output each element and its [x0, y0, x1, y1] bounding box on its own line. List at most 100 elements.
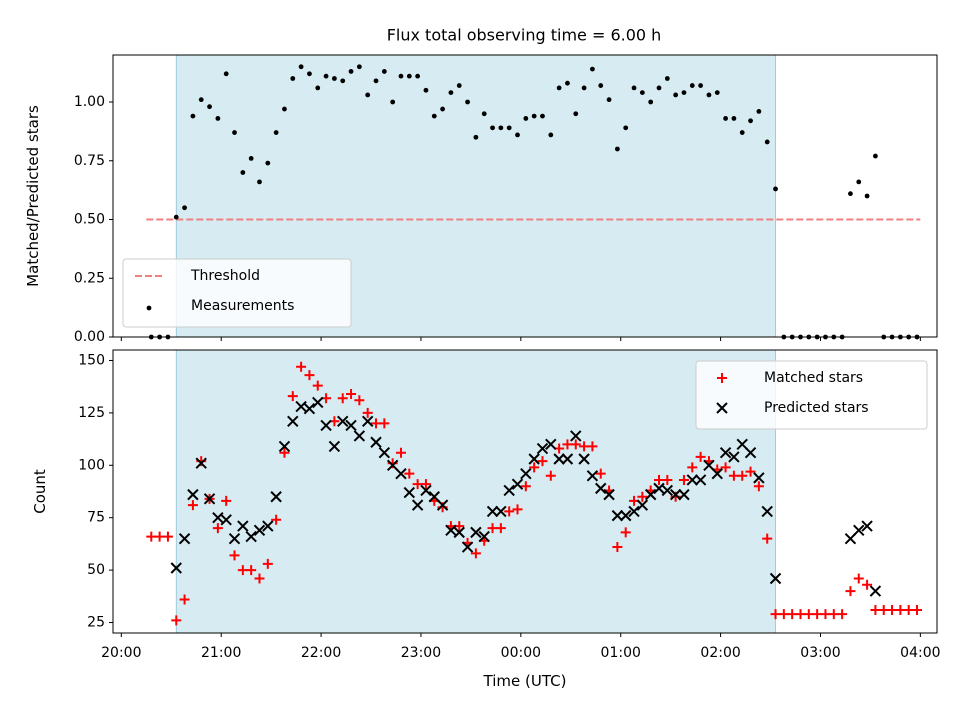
measurement-point: [365, 92, 371, 98]
y-tick-label: 50: [87, 562, 105, 578]
matched-stars-point: [470, 548, 481, 559]
y-tick-label: 100: [78, 457, 105, 473]
predicted-stars-point: [361, 415, 374, 427]
predicted-stars-point: [303, 402, 316, 415]
matched-stars-point: [912, 604, 923, 615]
matched-stars-point: [662, 474, 673, 485]
measurement-point: [631, 85, 637, 91]
matched-stars-point: [595, 468, 606, 479]
measurement-point: [398, 73, 404, 79]
measurement-point: [315, 85, 321, 91]
measurement-point: [323, 73, 329, 79]
x-tick-label: 04:00: [900, 645, 940, 661]
measurement-point: [273, 130, 279, 135]
y-tick-label: 0.25: [74, 270, 105, 286]
measurement-point: [431, 113, 437, 119]
matched-stars-point: [271, 514, 282, 525]
predicted-stars-point: [461, 541, 474, 553]
measurement-point: [714, 90, 720, 95]
measurement-point: [248, 156, 254, 161]
matched-stars-point: [404, 468, 415, 479]
matched-stars-point: [753, 481, 764, 492]
predicted-stars-point: [245, 530, 257, 543]
measurement-point: [565, 80, 570, 86]
predicted-stars-point: [187, 488, 199, 501]
predicted-stars-point: [694, 474, 707, 486]
predicted-stars-point: [503, 484, 515, 497]
measurement-point: [698, 83, 704, 88]
measurement-point: [556, 85, 562, 91]
predicted-stars-point: [270, 491, 282, 503]
measurement-point: [623, 125, 629, 131]
measurement-point: [515, 132, 520, 138]
predicted-stars-point: [703, 459, 715, 472]
count-panel: 25 50 75 100 125 150 20:00 21:00 22:00 23:00 00:00…: [31, 349, 941, 690]
x-tick-label: 01:00: [601, 645, 641, 661]
measurement-point: [440, 106, 445, 112]
predicted-stars-point: [453, 526, 465, 539]
matched-stars-point: [678, 474, 689, 485]
predicted-stars-point: [420, 484, 432, 497]
predicted-stars-point: [528, 453, 540, 465]
measurement-point: [340, 78, 346, 84]
x-tick-label: 02:00: [700, 645, 740, 661]
measurement-point: [215, 116, 221, 121]
matched-stars-point: [312, 380, 323, 391]
predicted-stars-point: [678, 488, 690, 501]
predicted-stars-point: [486, 505, 499, 518]
matched-stars-point: [512, 504, 523, 515]
predicted-stars-point: [728, 451, 740, 463]
predicted-stars-point: [578, 453, 590, 465]
measurement-point: [748, 118, 753, 124]
matched-stars-point: [171, 615, 182, 626]
matched-stars-point: [254, 573, 265, 584]
matched-stars-point: [229, 550, 240, 561]
legend: Matched stars Predicted stars: [695, 360, 928, 430]
matched-stars-point: [612, 542, 623, 553]
measurement-point: [731, 116, 737, 121]
predicted-stars-point: [603, 488, 615, 501]
matched-stars-point: [246, 565, 257, 576]
predicted-stars-point: [495, 505, 507, 518]
measurement-point: [173, 214, 179, 220]
matched-stars-point: [395, 447, 406, 458]
matched-stars-point: [620, 527, 631, 538]
measurement-point: [856, 179, 862, 185]
y-tick-label: 0.75: [74, 153, 105, 169]
predicted-stars-point: [370, 436, 382, 448]
measurement-point: [223, 71, 229, 77]
measurement-point: [848, 191, 853, 197]
ratio-panel: 0.00 0.25 0.50 0.75 1.00 Matched/Predicted st…: [24, 54, 938, 345]
measurement-point: [381, 69, 387, 74]
axes-frame: [112, 349, 938, 634]
measurement-point: [548, 132, 554, 138]
predicted-stars-point: [719, 447, 732, 459]
legend-box: [695, 360, 928, 430]
measurement-point: [764, 139, 770, 145]
measurement-point: [423, 87, 429, 93]
legend-label: Threshold: [190, 268, 260, 284]
measurement-point: [240, 170, 246, 175]
measurement-point: [506, 125, 512, 131]
predicted-stars-point: [761, 505, 773, 518]
x-tick-label: 20:00: [101, 645, 141, 661]
measurement-point: [390, 99, 396, 105]
measurement-point: [207, 104, 212, 110]
measurement-point: [664, 76, 670, 81]
matched-stars-point: [221, 495, 232, 506]
measurement-point: [531, 113, 537, 119]
predicted-stars-point: [237, 520, 249, 532]
matched-stars-point: [287, 391, 298, 402]
measurement-point: [498, 125, 504, 131]
measurement-point: [456, 83, 462, 88]
measurement-point: [348, 69, 354, 74]
measurement-point: [590, 66, 595, 72]
matched-stars-point: [762, 533, 773, 544]
matched-stars-point: [504, 506, 515, 517]
matched-stars-point: [495, 523, 506, 534]
legend-label: Measurements: [191, 298, 294, 314]
matched-stars-point: [862, 579, 873, 590]
y-tick-label: 75: [87, 510, 105, 526]
x-tick-label: 23:00: [401, 645, 441, 661]
